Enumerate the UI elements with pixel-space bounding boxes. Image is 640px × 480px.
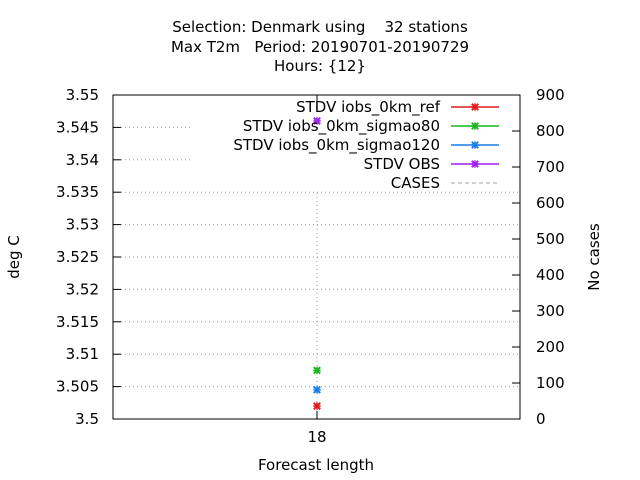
- y-tick-label: 3.5: [75, 410, 99, 428]
- y-tick-label: 3.545: [56, 118, 99, 136]
- y-tick-label: 3.53: [66, 216, 99, 234]
- y2-tick-label: 0: [536, 410, 546, 428]
- legend-label: STDV OBS: [364, 155, 440, 173]
- data-point: [313, 385, 321, 394]
- axis-ticks: 3.5 3.505 3.51 3.515 3.52 3.525 3.53 3.535 3.54 3…: [56, 86, 565, 446]
- y-tick-label: 3.505: [56, 378, 99, 396]
- title-line-3: Hours: {12}: [274, 57, 366, 75]
- legend-label: CASES: [391, 174, 440, 192]
- y-tick-label: 3.525: [56, 248, 99, 266]
- y2-tick-label: 300: [536, 302, 565, 320]
- y2-tick-label: 400: [536, 266, 565, 284]
- y2-tick-label: 600: [536, 194, 565, 212]
- y2-tick-label: 800: [536, 122, 565, 140]
- x-tick-label: 18: [307, 428, 326, 446]
- legend-label: STDV iobs_0km_ref: [296, 98, 441, 117]
- y2-tick-label: 100: [536, 374, 565, 392]
- y-tick-label: 3.515: [56, 313, 99, 331]
- y-axis-label: deg C: [5, 235, 23, 279]
- y-tick-label: 3.52: [66, 280, 99, 298]
- y2-tick-label: 500: [536, 230, 565, 248]
- y2-tick-label: 200: [536, 338, 565, 356]
- legend-marker: [471, 141, 479, 149]
- legend-marker: [471, 122, 479, 130]
- title-line-2: Max T2m Period: 20190701-20190729: [170, 38, 470, 56]
- y-tick-label: 3.51: [66, 345, 99, 363]
- grid: [113, 126, 520, 419]
- y2-tick-label: 700: [536, 158, 565, 176]
- y-tick-label: 3.55: [66, 86, 99, 104]
- x-axis-label: Forecast length: [258, 456, 374, 474]
- title-line-1: Selection: Denmark using 32 stations: [172, 18, 468, 36]
- data-point: [313, 402, 321, 410]
- y-tick-label: 3.535: [56, 183, 99, 201]
- legend-label: STDV iobs_0km_sigmao120: [233, 136, 440, 155]
- y2-tick-label: 900: [536, 86, 565, 104]
- data-point: [313, 117, 321, 125]
- legend-marker: [471, 103, 479, 111]
- data-marks: [313, 117, 321, 410]
- data-point: [313, 366, 321, 375]
- legend-marker: [471, 160, 479, 168]
- y-tick-label: 3.54: [66, 151, 99, 169]
- y2-axis-label: No cases: [585, 223, 603, 291]
- legend-label: STDV iobs_0km_sigmao80: [243, 117, 440, 136]
